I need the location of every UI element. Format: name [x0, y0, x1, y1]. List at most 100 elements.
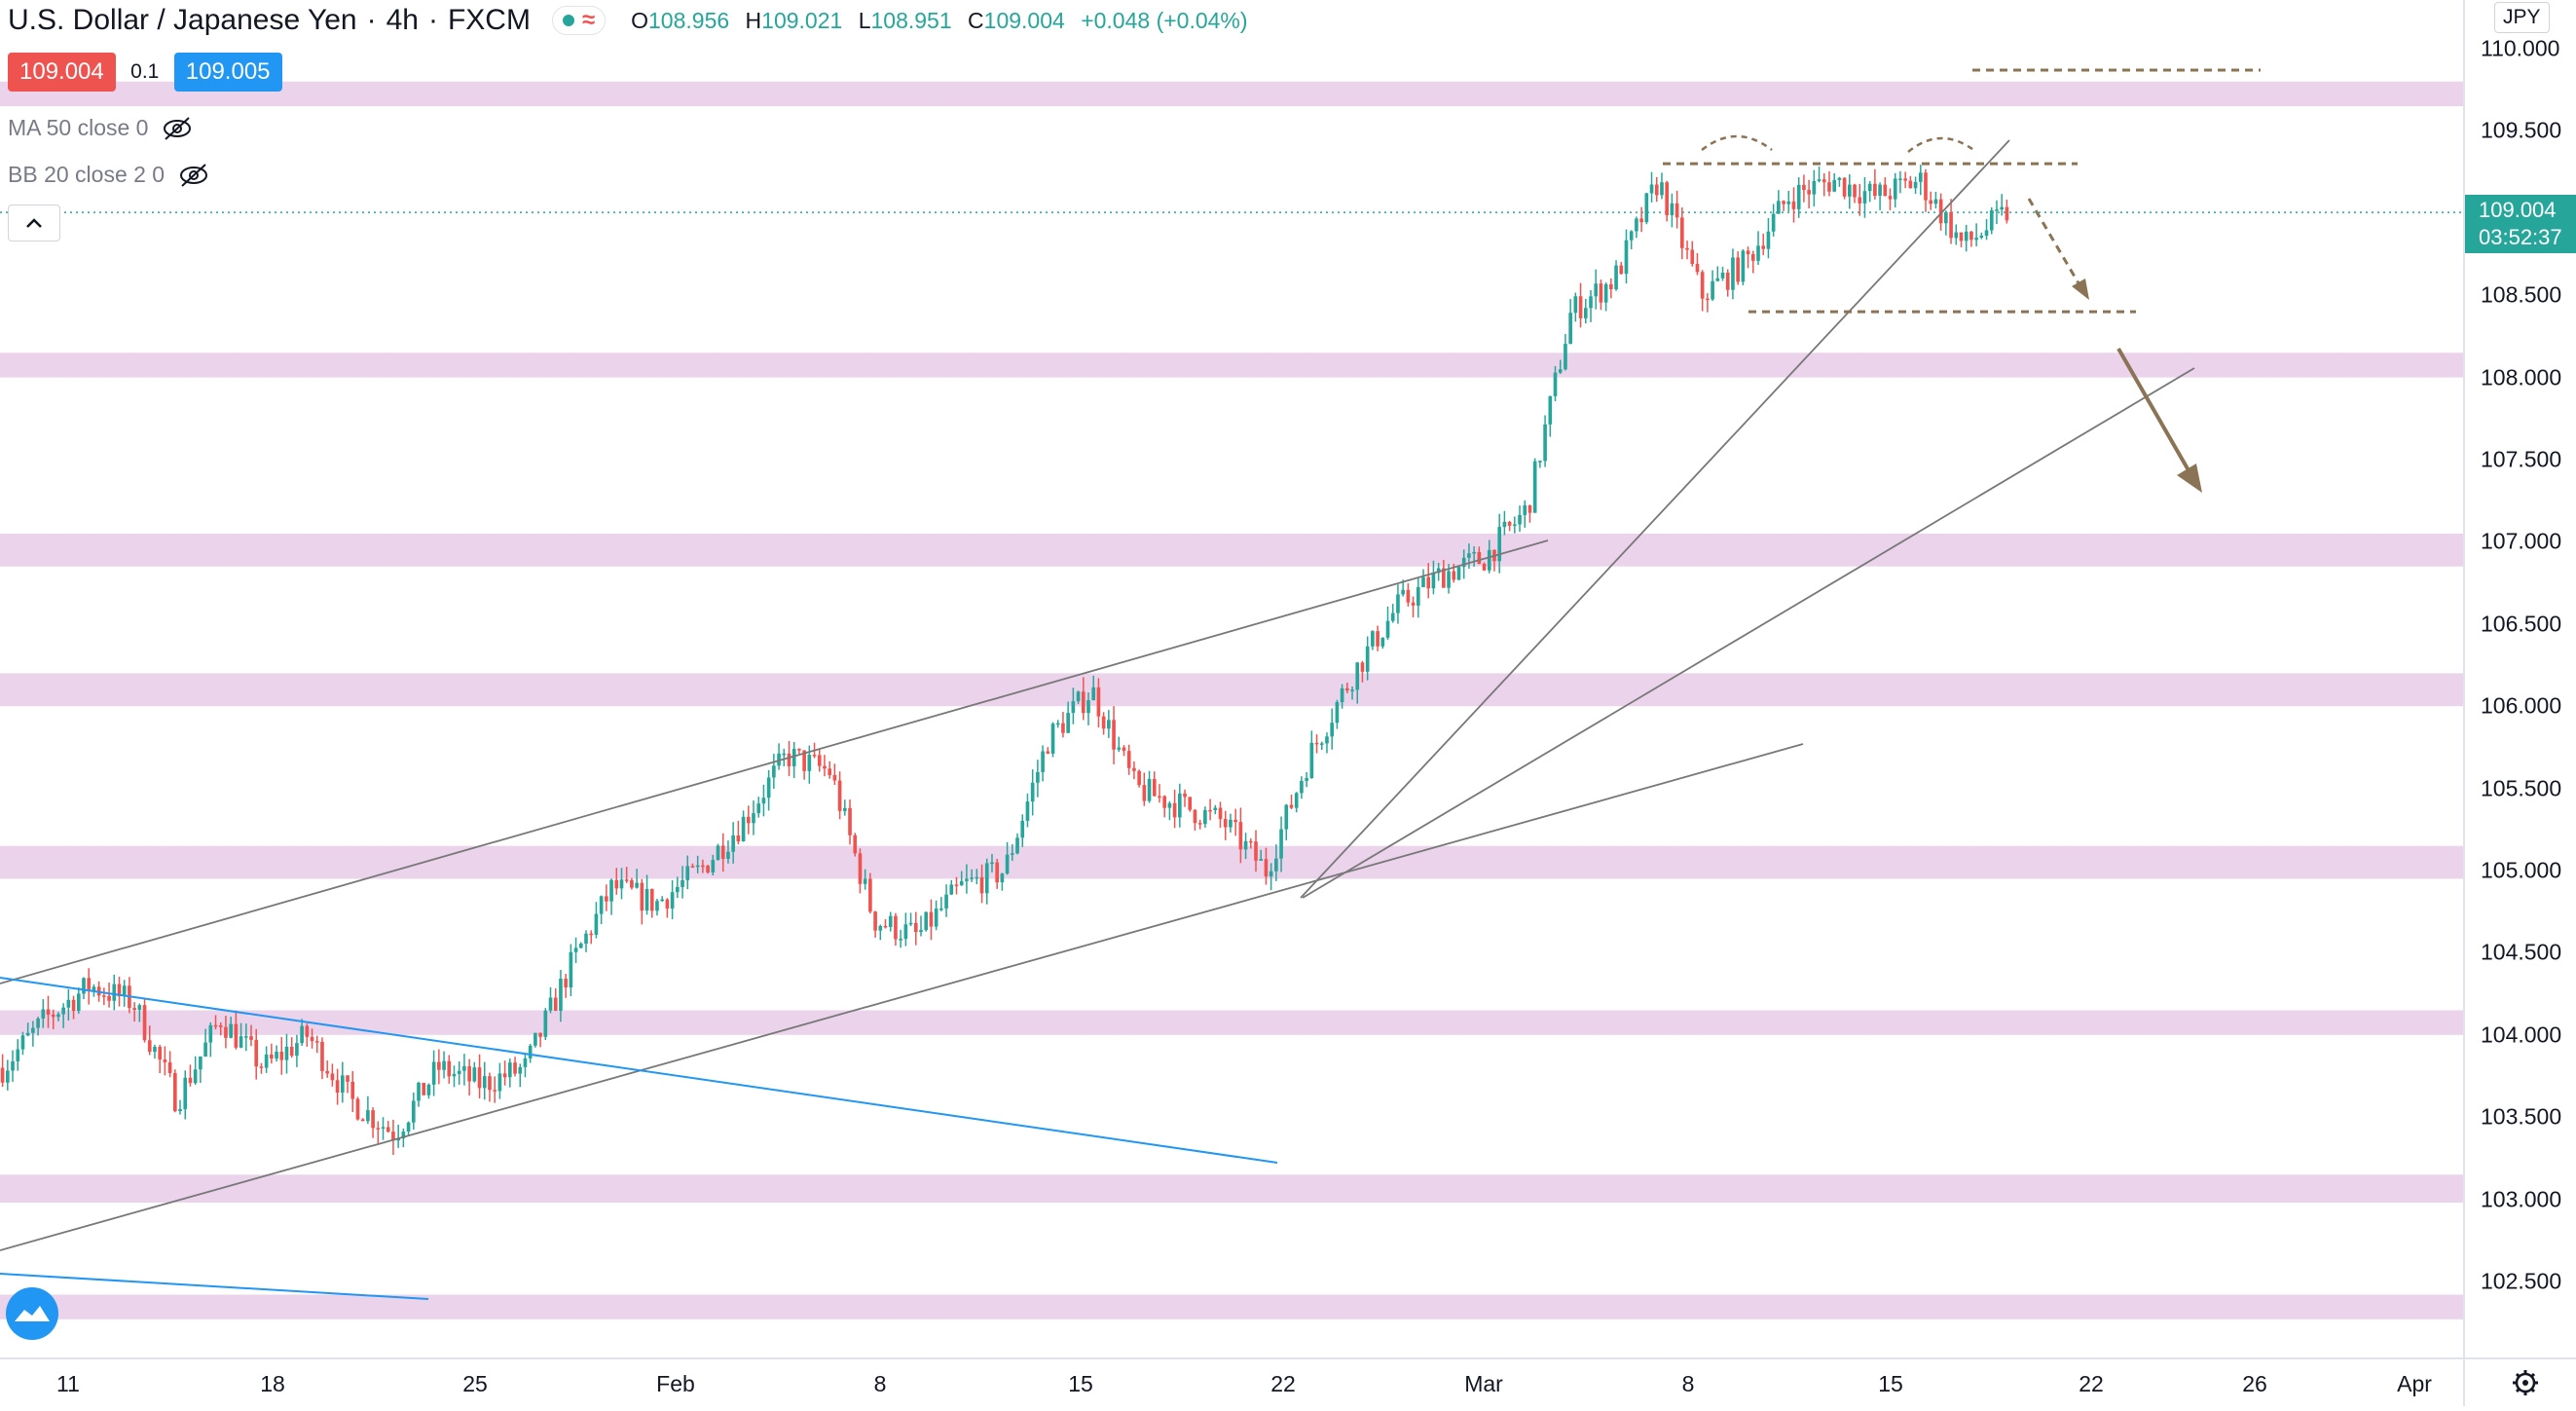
price-tick-label: 106.500: [2481, 611, 2562, 637]
indicator-bb-label: BB 20 close 2 0: [8, 162, 166, 187]
candle-body: [1665, 182, 1670, 216]
time-tick-label: 15: [1068, 1371, 1093, 1396]
candle-body: [188, 1077, 193, 1084]
candle-body: [1036, 771, 1040, 783]
chart-area[interactable]: U.S. Dollar / Japanese Yen · 4h · FXCM ≈…: [0, 0, 2463, 1357]
currency-button[interactable]: JPY: [2494, 2, 2550, 33]
candle-body: [76, 993, 81, 1012]
candle-body: [1197, 823, 1202, 825]
candle-body: [1442, 568, 1446, 588]
blue-trend-line-lower[interactable]: [0, 1273, 429, 1300]
candle-body: [954, 884, 959, 886]
candlestick-chart[interactable]: [0, 0, 2463, 1357]
sr-zone[interactable]: [0, 1294, 2463, 1319]
candle-body: [903, 924, 908, 940]
time-tick-label: Mar: [1464, 1371, 1503, 1396]
candle-body: [350, 1081, 355, 1099]
time-tick-label: 15: [1878, 1371, 1903, 1396]
candle-body: [853, 835, 858, 854]
time-tick-label: Feb: [656, 1371, 695, 1396]
candle-body: [528, 1045, 533, 1058]
interval-label[interactable]: 4h: [386, 4, 419, 36]
candle-body: [1041, 751, 1045, 772]
candle-body: [1837, 177, 1842, 180]
collapse-legend-button[interactable]: [8, 204, 60, 241]
time-tick-label: 8: [1681, 1371, 1695, 1396]
candle-body: [1248, 840, 1253, 843]
candle-body: [1416, 587, 1420, 606]
candle-body: [1812, 180, 1817, 195]
candle-body: [1218, 807, 1223, 820]
candle-body: [1091, 687, 1096, 701]
candle-body: [507, 1062, 512, 1078]
candle-body: [842, 807, 847, 811]
candle-body: [355, 1098, 360, 1120]
candle-body: [1654, 184, 1659, 196]
candle-body: [340, 1075, 345, 1094]
indicator-bb[interactable]: BB 20 close 2 0: [8, 162, 209, 188]
sell-button[interactable]: 109.004: [8, 53, 116, 92]
sr-zone[interactable]: [0, 845, 2463, 879]
price-tick-label: 104.500: [2481, 939, 2562, 965]
support-trend-line[interactable]: [1302, 367, 2195, 899]
candle-body: [1761, 245, 1766, 249]
candle-body: [635, 882, 639, 888]
candle-body: [249, 1036, 253, 1040]
candle-body: [270, 1054, 274, 1059]
indicator-ma[interactable]: MA 50 close 0: [8, 115, 193, 141]
settings-corner[interactable]: [2463, 1357, 2576, 1406]
candle-body: [863, 878, 867, 884]
candle-body: [224, 1026, 228, 1038]
channel-lower-line[interactable]: [0, 743, 1804, 1251]
sr-zone[interactable]: [0, 1010, 2463, 1035]
sr-zone[interactable]: [0, 1174, 2463, 1203]
candle-body: [1279, 829, 1283, 859]
steep-trend-line[interactable]: [1300, 139, 2010, 899]
candle-body: [1421, 576, 1425, 588]
candle-body: [1523, 504, 1527, 515]
candle-body: [493, 1090, 497, 1092]
buy-button[interactable]: 109.005: [173, 53, 282, 92]
candle-body: [502, 1073, 507, 1078]
candle-body: [137, 1005, 142, 1011]
candle-body: [56, 1014, 60, 1018]
gear-icon[interactable]: [2465, 1359, 2576, 1406]
candle-body: [1832, 179, 1837, 192]
sr-zone[interactable]: [0, 533, 2463, 567]
source-label: FXCM: [447, 4, 531, 36]
candle-body: [559, 979, 563, 1011]
sr-zone[interactable]: [0, 81, 2463, 107]
target-arrow[interactable]: [2116, 348, 2194, 478]
projection-dashed-arrow[interactable]: [2027, 198, 2083, 289]
candle-body: [1152, 778, 1157, 797]
candle-body: [1452, 571, 1456, 580]
candle-body: [1918, 172, 1923, 182]
candle-body: [1030, 782, 1035, 802]
candle-body: [1564, 344, 1567, 370]
sr-zone[interactable]: [0, 673, 2463, 707]
market-status-pill[interactable]: ≈: [551, 6, 607, 35]
bar-countdown: 03:52:37: [2479, 225, 2562, 249]
candle-body: [660, 899, 665, 902]
channel-upper-line[interactable]: [0, 539, 1549, 984]
candle-body: [1309, 742, 1314, 779]
candle-body: [609, 879, 613, 902]
eye-crossed-icon[interactable]: [178, 163, 209, 188]
candle-body: [777, 753, 781, 766]
time-axis[interactable]: 11 18 25 Feb 8 15 22 Mar 8 15 22 26 Apr: [0, 1357, 2463, 1406]
candle-body: [142, 1005, 147, 1041]
tradingview-logo[interactable]: [6, 1287, 58, 1340]
candle-body: [1750, 254, 1755, 261]
candle-body: [1538, 461, 1542, 463]
candle-body: [1188, 797, 1193, 810]
eye-crossed-icon[interactable]: [162, 116, 193, 141]
candle-body: [229, 1023, 233, 1038]
wave-icon: ≈: [581, 7, 596, 33]
blue-trend-line[interactable]: [0, 977, 1278, 1164]
candle-body: [619, 879, 624, 889]
symbol-title[interactable]: U.S. Dollar / Japanese Yen: [8, 4, 357, 36]
candle-body: [1878, 184, 1882, 197]
sr-zone[interactable]: [0, 353, 2463, 378]
candle-body: [1456, 567, 1461, 580]
candle-body: [346, 1075, 350, 1082]
